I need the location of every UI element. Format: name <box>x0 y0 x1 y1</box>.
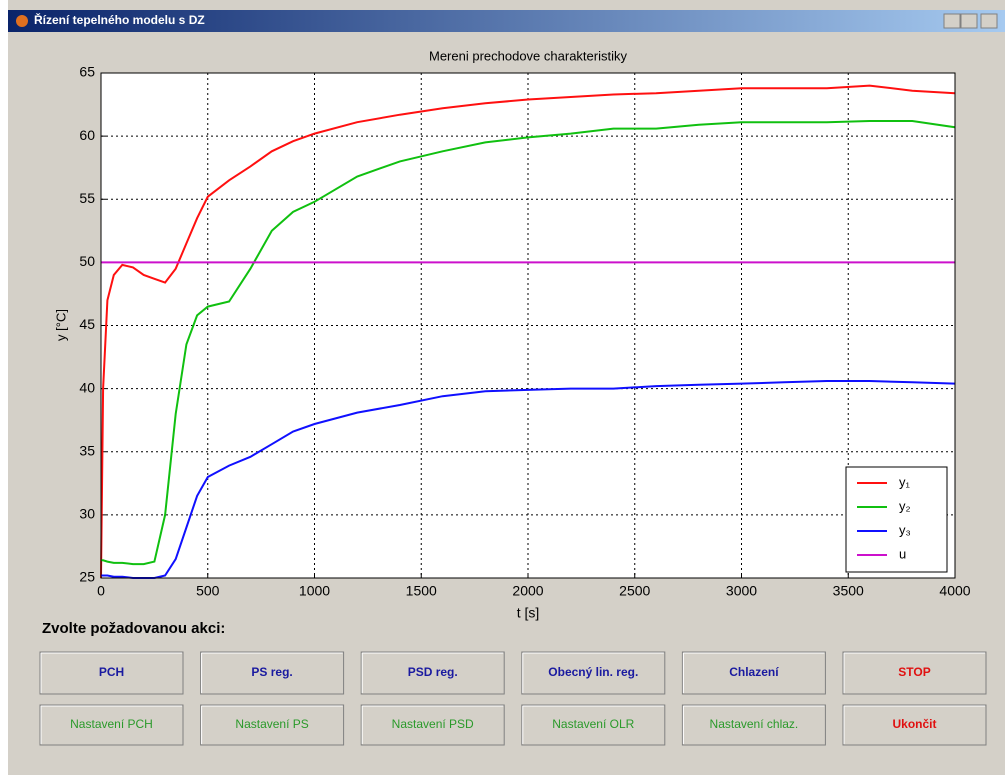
x-tick-label: 3500 <box>833 583 864 599</box>
legend-label: y₂ <box>899 498 911 513</box>
action-button[interactable]: STOP <box>842 651 987 695</box>
action-button[interactable]: Nastavení PSD <box>360 704 505 746</box>
button-face[interactable] <box>200 704 345 746</box>
button-face[interactable] <box>521 651 666 695</box>
minimize-button[interactable] <box>943 13 961 29</box>
button-panel: PCH PS reg. PSD reg. Obecný lin. reg. Chlaze… <box>39 651 987 746</box>
x-tick-label: 4000 <box>939 583 970 599</box>
button-label[interactable]: STOP <box>898 665 930 679</box>
series-line <box>101 120 956 566</box>
button-label[interactable]: PS reg. <box>251 665 292 679</box>
y-tick-label: 40 <box>79 379 95 395</box>
action-button[interactable]: PCH <box>39 651 184 695</box>
x-tick-label: 1000 <box>299 583 330 599</box>
x-tick-label: 500 <box>196 583 220 599</box>
y-axis-label: y [°C] <box>53 309 68 341</box>
button-label[interactable]: PSD reg. <box>408 665 458 679</box>
plot-frame <box>100 72 956 579</box>
button-label[interactable]: Chlazení <box>729 665 779 679</box>
action-button[interactable]: Nastavení OLR <box>521 704 666 746</box>
action-button[interactable]: Nastavení chlaz. <box>681 704 826 746</box>
button-face[interactable] <box>521 704 666 746</box>
button-label[interactable]: Nastavení chlaz. <box>710 717 799 731</box>
button-face[interactable] <box>360 651 505 695</box>
legend-label: u <box>899 546 906 561</box>
button-label[interactable]: Obecný lin. reg. <box>548 665 638 679</box>
x-tick-label: 2000 <box>512 583 543 599</box>
legend: y₁ y₂ y₃ u <box>845 466 948 573</box>
button-face[interactable] <box>39 704 184 746</box>
plot: 0 500 1000 1500 2000 2500 3000 3500 4000 25 30 35 40… <box>79 64 970 599</box>
y-tick-label: 30 <box>79 506 95 522</box>
left-edge <box>0 0 8 775</box>
action-button[interactable]: Nastavení PS <box>200 704 345 746</box>
x-axis-label: t [s] <box>517 605 540 621</box>
series-line <box>100 84 956 579</box>
button-face[interactable] <box>842 704 987 746</box>
y-tick-label: 65 <box>79 64 95 80</box>
button-label[interactable]: Nastavení OLR <box>552 717 634 731</box>
y-tick-label: 45 <box>79 316 95 332</box>
y-tick-label: 50 <box>79 253 95 269</box>
action-button[interactable]: Chlazení <box>681 651 826 695</box>
y-tick-label: 25 <box>79 569 95 585</box>
action-prompt: Zvolte požadovanou akci: <box>42 620 225 637</box>
action-button[interactable]: Ukončit <box>842 704 987 746</box>
x-tick-label: 0 <box>97 583 105 599</box>
button-face[interactable] <box>200 651 345 695</box>
button-label[interactable]: Ukončit <box>892 717 936 731</box>
button-label[interactable]: Nastavení PS <box>235 717 308 731</box>
window-controls[interactable] <box>943 13 998 29</box>
chart-title: Mereni prechodove charakteristiky <box>429 48 627 63</box>
button-label[interactable]: PCH <box>99 665 124 679</box>
window-title: Řízení tepelného modelu s DZ <box>34 12 205 27</box>
app-icon <box>16 15 28 27</box>
y-tick-label: 35 <box>79 442 95 458</box>
button-face[interactable] <box>39 651 184 695</box>
action-button[interactable]: Obecný lin. reg. <box>521 651 666 695</box>
x-tick-label: 2500 <box>619 583 650 599</box>
title-bar <box>8 10 1005 32</box>
action-button[interactable]: PS reg. <box>200 651 345 695</box>
x-tick-label: 1500 <box>406 583 437 599</box>
maximize-button[interactable] <box>960 13 978 29</box>
legend-label: y₃ <box>899 522 911 537</box>
button-label[interactable]: Nastavení PCH <box>70 717 153 731</box>
action-button[interactable]: PSD reg. <box>360 651 505 695</box>
y-tick-label: 55 <box>79 190 95 206</box>
action-button[interactable]: Nastavení PCH <box>39 704 184 746</box>
button-face[interactable] <box>681 651 826 695</box>
button-face[interactable] <box>681 704 826 746</box>
button-face[interactable] <box>842 651 987 695</box>
y-tick-label: 60 <box>79 127 95 143</box>
x-tick-label: 3000 <box>726 583 757 599</box>
legend-label: y₁ <box>899 474 911 489</box>
button-face[interactable] <box>360 704 505 746</box>
button-label[interactable]: Nastavení PSD <box>392 717 474 731</box>
close-button[interactable] <box>980 13 998 29</box>
